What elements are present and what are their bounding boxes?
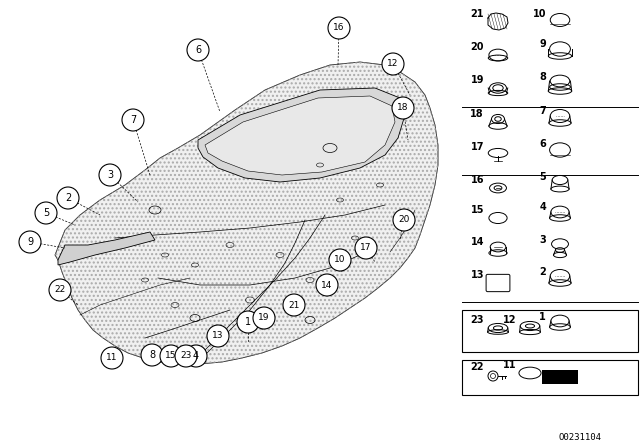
Text: 4: 4 — [193, 351, 199, 361]
Text: 13: 13 — [212, 332, 224, 340]
Text: 17: 17 — [470, 142, 484, 152]
Polygon shape — [205, 96, 395, 175]
Text: 20: 20 — [398, 215, 410, 224]
Circle shape — [382, 53, 404, 75]
Text: 14: 14 — [321, 280, 333, 289]
Circle shape — [99, 164, 121, 186]
Text: 19: 19 — [470, 75, 484, 85]
Text: 10: 10 — [532, 9, 546, 19]
Text: 4: 4 — [540, 202, 546, 212]
Text: 11: 11 — [502, 360, 516, 370]
Text: 16: 16 — [470, 175, 484, 185]
Text: 23: 23 — [470, 315, 484, 325]
Text: 6: 6 — [540, 139, 546, 149]
Circle shape — [57, 187, 79, 209]
Circle shape — [175, 345, 197, 367]
Text: 22: 22 — [54, 285, 66, 294]
Circle shape — [101, 347, 123, 369]
Text: 23: 23 — [180, 352, 192, 361]
Circle shape — [393, 209, 415, 231]
Text: 12: 12 — [502, 315, 516, 325]
Text: 11: 11 — [106, 353, 118, 362]
Text: 10: 10 — [334, 255, 346, 264]
Circle shape — [283, 294, 305, 316]
Circle shape — [187, 39, 209, 61]
Text: 6: 6 — [195, 45, 201, 55]
Circle shape — [141, 344, 163, 366]
Circle shape — [355, 237, 377, 259]
Circle shape — [122, 109, 144, 131]
Text: 13: 13 — [470, 270, 484, 280]
Text: 14: 14 — [470, 237, 484, 247]
Text: 5: 5 — [540, 172, 546, 182]
Polygon shape — [58, 232, 155, 265]
Text: 20: 20 — [470, 42, 484, 52]
Circle shape — [392, 97, 414, 119]
Circle shape — [328, 17, 350, 39]
Text: 5: 5 — [43, 208, 49, 218]
Text: 21: 21 — [470, 9, 484, 19]
Circle shape — [35, 202, 57, 224]
Circle shape — [207, 325, 229, 347]
Circle shape — [329, 249, 351, 271]
Text: 8: 8 — [539, 72, 546, 82]
Bar — [542, 370, 578, 384]
Text: 16: 16 — [333, 23, 345, 33]
Text: 19: 19 — [259, 314, 269, 323]
Text: 9: 9 — [540, 39, 546, 49]
Text: 7: 7 — [540, 106, 546, 116]
Text: 21: 21 — [288, 301, 300, 310]
Text: 1: 1 — [540, 312, 546, 322]
Text: 18: 18 — [397, 103, 409, 112]
Polygon shape — [198, 88, 405, 182]
Circle shape — [316, 274, 338, 296]
Text: 3: 3 — [540, 235, 546, 245]
Bar — [462, 310, 638, 352]
Text: 18: 18 — [470, 109, 484, 119]
Circle shape — [49, 279, 71, 301]
Text: 15: 15 — [165, 352, 177, 361]
Circle shape — [237, 311, 259, 333]
Text: 15: 15 — [470, 205, 484, 215]
Text: O0231104: O0231104 — [559, 434, 602, 443]
Circle shape — [185, 345, 207, 367]
Circle shape — [253, 307, 275, 329]
Circle shape — [160, 345, 182, 367]
Text: 17: 17 — [360, 244, 372, 253]
Text: 7: 7 — [130, 115, 136, 125]
Text: 1: 1 — [245, 317, 251, 327]
Text: 9: 9 — [27, 237, 33, 247]
Text: 3: 3 — [107, 170, 113, 180]
Text: 8: 8 — [149, 350, 155, 360]
Polygon shape — [55, 62, 438, 364]
Circle shape — [19, 231, 41, 253]
Text: 2: 2 — [540, 267, 546, 277]
Bar — [462, 360, 638, 395]
Text: 12: 12 — [387, 60, 399, 69]
Text: 2: 2 — [65, 193, 71, 203]
Text: 22: 22 — [470, 362, 484, 372]
